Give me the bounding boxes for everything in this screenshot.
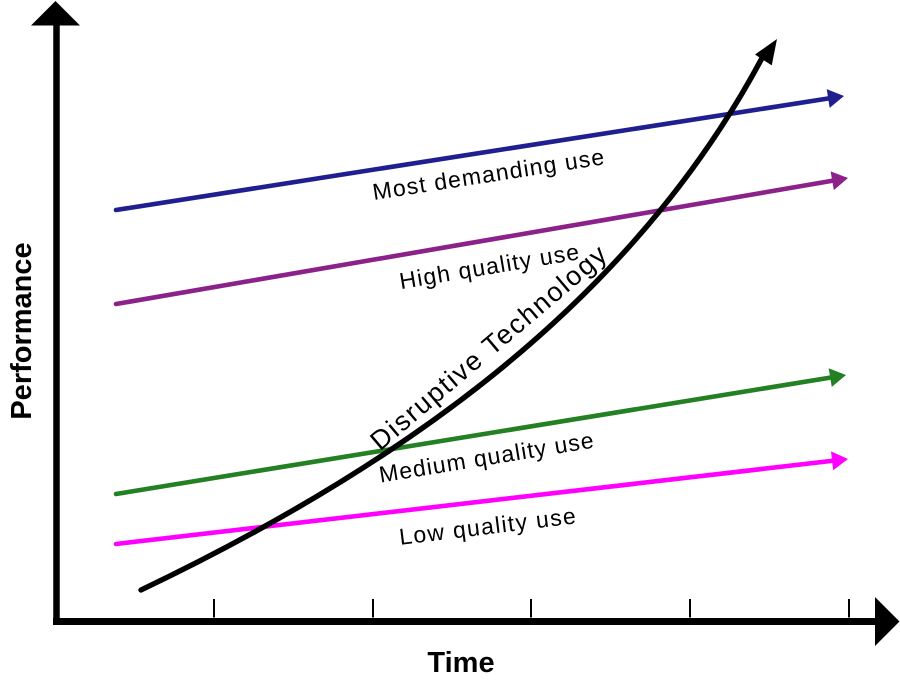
svg-text:Performance: Performance	[6, 242, 38, 419]
svg-text:Time: Time	[427, 647, 494, 679]
